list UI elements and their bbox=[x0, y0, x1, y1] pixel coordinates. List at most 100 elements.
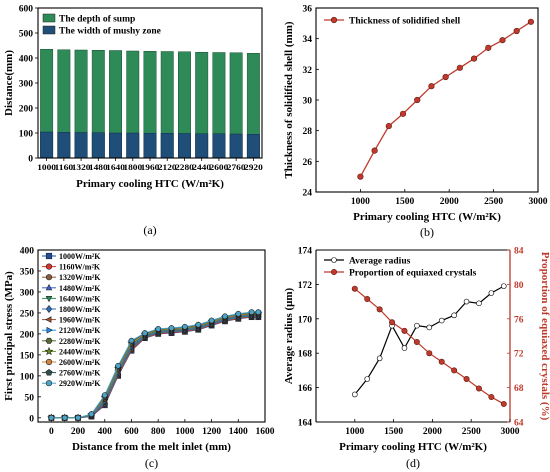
legend-marker bbox=[45, 380, 53, 387]
data-point bbox=[364, 296, 371, 303]
y-tick-label: 350 bbox=[20, 267, 35, 277]
legend-marker bbox=[330, 268, 337, 275]
x-tick-label: 1800 bbox=[123, 162, 142, 172]
y-tick-label: 174 bbox=[298, 247, 313, 257]
x-tick-label: 600 bbox=[124, 427, 139, 437]
data-point bbox=[401, 345, 408, 351]
data-point bbox=[385, 122, 392, 130]
legend-marker bbox=[331, 257, 337, 263]
y-tick-label: 168 bbox=[298, 350, 313, 360]
data-point bbox=[128, 337, 135, 344]
data-point bbox=[513, 27, 520, 35]
legend-label: 1160W/m²K bbox=[59, 263, 101, 272]
legend-label: 1800W/m²K bbox=[59, 305, 101, 314]
data-point bbox=[413, 339, 420, 346]
y-tick-label: 600 bbox=[19, 5, 34, 15]
legend-label: 2920W/m²K bbox=[59, 379, 101, 388]
x-axis-label: Primary cooling HTC (W/m²K) bbox=[76, 178, 224, 190]
legend-label: 1960W/m²K bbox=[59, 316, 101, 325]
data-point bbox=[463, 298, 470, 305]
data-point bbox=[488, 394, 495, 401]
y-tick-label: 36 bbox=[303, 5, 313, 15]
x-tick-label: 1000 bbox=[351, 197, 370, 207]
x-tick-label: 2440 bbox=[192, 162, 211, 172]
x-tick-label: 2760 bbox=[227, 162, 246, 172]
y-tick-label: 100 bbox=[19, 130, 34, 140]
data-point bbox=[351, 285, 358, 292]
legend-swatch bbox=[42, 13, 56, 23]
data-point bbox=[61, 414, 68, 421]
x-tick-label: 2000 bbox=[440, 197, 459, 207]
chart-b: 24 26 28 30 32 34 36 1000 1500 2000 2500 3000 Thickn… bbox=[283, 5, 548, 240]
legend-marker bbox=[45, 295, 53, 303]
chart-a: 0100200300400500600100011601320148016401… bbox=[3, 5, 263, 238]
legend-label: 2600W/m²K bbox=[59, 358, 101, 367]
series-line bbox=[354, 288, 505, 405]
data-point bbox=[155, 325, 162, 332]
x-tick-label: 200 bbox=[71, 427, 86, 437]
data-point bbox=[527, 18, 534, 25]
x-tick-label: 2600 bbox=[210, 162, 229, 172]
legend-swatch bbox=[42, 25, 56, 35]
legend-marker bbox=[45, 263, 53, 270]
data-point bbox=[195, 321, 202, 328]
data-point bbox=[115, 362, 122, 369]
legend-marker bbox=[45, 252, 53, 260]
data-point bbox=[168, 325, 175, 331]
x-tick-label: 1000 bbox=[175, 427, 194, 437]
legend-marker bbox=[46, 326, 53, 334]
data-point bbox=[48, 414, 55, 421]
x-tick-label: 1500 bbox=[384, 427, 403, 437]
data-point bbox=[426, 324, 433, 331]
data-point bbox=[500, 400, 507, 407]
y-axis-label: Thickness of solidified shell (mm) bbox=[283, 21, 295, 178]
y-tick-label: 50 bbox=[25, 393, 35, 403]
data-point bbox=[451, 312, 457, 319]
data-point bbox=[428, 83, 435, 90]
data-point bbox=[376, 306, 383, 313]
data-point bbox=[426, 350, 433, 357]
legend-label: 2760W/m²K bbox=[59, 369, 101, 378]
legend-label: 2440W/m²K bbox=[59, 347, 101, 356]
data-point bbox=[101, 392, 108, 399]
data-point bbox=[351, 391, 358, 398]
y-right-tick-label: 64 bbox=[514, 419, 524, 429]
y-tick-label: 400 bbox=[19, 55, 34, 65]
x-tick-label: 1000 bbox=[345, 427, 364, 437]
data-point bbox=[476, 300, 482, 307]
x-axis-label: Distance from the melt inlet (mm) bbox=[72, 441, 231, 453]
y-tick-label: 164 bbox=[298, 419, 313, 429]
legend-marker bbox=[45, 358, 53, 366]
data-point bbox=[463, 375, 470, 382]
data-point bbox=[414, 96, 421, 104]
y-right-tick-label: 76 bbox=[514, 315, 524, 325]
y-tick-label: 500 bbox=[19, 30, 34, 40]
data-point bbox=[376, 355, 383, 362]
data-point bbox=[475, 385, 482, 392]
bar-width-of-mushy-zone bbox=[246, 134, 260, 159]
bar-width-of-mushy-zone bbox=[74, 132, 88, 159]
y-right-tick-label: 84 bbox=[514, 247, 524, 257]
data-point bbox=[222, 313, 228, 320]
data-point bbox=[235, 310, 242, 317]
y-axis-label: Distance(mm) bbox=[3, 50, 15, 116]
legend-marker bbox=[44, 346, 54, 356]
y-tick-label: 32 bbox=[303, 66, 313, 76]
y-tick-label: 30 bbox=[303, 97, 313, 107]
x-tick-label: 3000 bbox=[501, 427, 520, 437]
data-point bbox=[389, 319, 396, 326]
x-tick-label: 1600 bbox=[256, 427, 275, 437]
data-point bbox=[500, 283, 507, 289]
legend-label: 1320W/m²K bbox=[59, 273, 101, 282]
data-point bbox=[485, 44, 492, 51]
y-tick-label: 26 bbox=[303, 158, 313, 168]
legend-label: 2120W/m²K bbox=[59, 326, 101, 335]
x-tick-label: 1160 bbox=[54, 162, 73, 172]
y-tick-label: 166 bbox=[298, 384, 313, 394]
data-point bbox=[75, 414, 81, 421]
data-point bbox=[364, 376, 371, 382]
y-tick-label: 200 bbox=[20, 330, 35, 340]
bar-width-of-mushy-zone bbox=[143, 133, 157, 159]
x-tick-label: 1000 bbox=[37, 162, 56, 172]
